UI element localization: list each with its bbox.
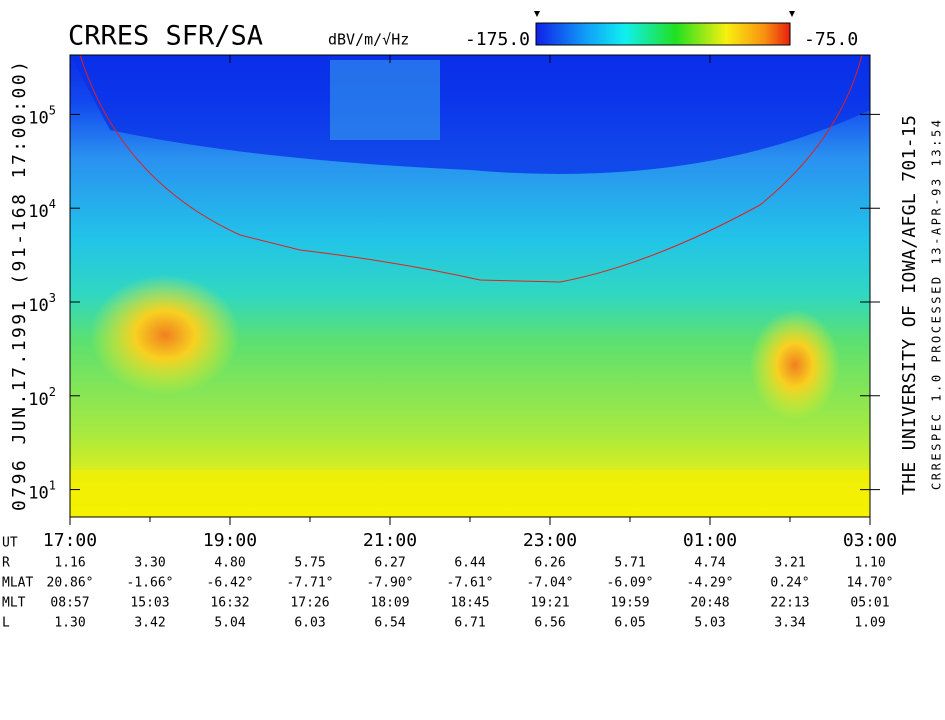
right-label: THE UNIVERSITY OF IOWA/AFGL 701-15 [899, 115, 920, 495]
ephemeris-value: 20:48 [690, 596, 729, 611]
ephemeris-value: 5.71 [614, 556, 645, 571]
ephemeris-value: 5.04 [214, 616, 245, 631]
y-tick-exponent: 5 [49, 103, 56, 117]
colorbar [535, 22, 791, 46]
ephemeris-value: 17:26 [290, 596, 329, 611]
spectrogram [70, 55, 870, 517]
y-tick-label: 103 [28, 290, 56, 316]
ephemeris-value: -1.66° [127, 576, 174, 591]
ephemeris-value: 3.34 [774, 616, 805, 631]
y-tick-label: 101 [28, 478, 56, 504]
ephemeris-value: 05:01 [850, 596, 889, 611]
y-tick-base: 10 [28, 202, 48, 222]
ephemeris-value: -7.04° [527, 576, 574, 591]
ephemeris-value: 15:03 [130, 596, 169, 611]
ephemeris-value: 3.21 [774, 556, 805, 571]
ephemeris-row-label: MLT [2, 596, 26, 611]
ephemeris-value: 4.80 [214, 556, 245, 571]
y-tick-label: 102 [28, 384, 56, 410]
x-tick-label: 01:00 [683, 530, 737, 551]
colorbar-tick-label: -175.0 [465, 29, 530, 50]
ephemeris-value: 20.86° [47, 576, 94, 591]
ephemeris-value: 5.03 [694, 616, 725, 631]
ephemeris-value: 19:59 [610, 596, 649, 611]
ephemeris-value: -7.90° [367, 576, 414, 591]
ephemeris-value: 16:32 [210, 596, 249, 611]
ephemeris-value: 6.05 [614, 616, 645, 631]
chart-title: CRRES SFR/SA [68, 21, 263, 52]
y-tick-base: 10 [28, 390, 48, 410]
ephemeris-value: 14.70° [847, 576, 894, 591]
ephemeris-value: 1.16 [54, 556, 85, 571]
y-tick-exponent: 3 [49, 290, 56, 304]
ephemeris-value: -7.61° [447, 576, 494, 591]
ephemeris-value: 6.26 [534, 556, 565, 571]
y-tick-exponent: 1 [49, 478, 56, 492]
ephemeris-value: 4.74 [694, 556, 725, 571]
ephemeris-row-label: MLAT [2, 576, 33, 591]
ephemeris-value: 6.56 [534, 616, 565, 631]
colorbar-tick-label: -75.0 [804, 29, 858, 50]
ephemeris-value: 5.75 [294, 556, 325, 571]
ephemeris-value: 6.27 [374, 556, 405, 571]
ephemeris-value: 6.71 [454, 616, 485, 631]
ephemeris-value: -6.42° [207, 576, 254, 591]
x-tick-label: 23:00 [523, 530, 577, 551]
right-sublabel: CRRESPEC 1.0 PROCESSED 13-APR-93 13:54 [930, 120, 944, 490]
y-tick-label: 105 [28, 103, 56, 129]
ephemeris-value: 6.03 [294, 616, 325, 631]
x-tick-label: 21:00 [363, 530, 417, 551]
ut-label: UT [2, 536, 18, 551]
ephemeris-value: 1.30 [54, 616, 85, 631]
y-tick-base: 10 [28, 108, 48, 128]
ephemeris-row-label: L [2, 616, 10, 631]
ephemeris-value: 18:09 [370, 596, 409, 611]
ephemeris-row-label: R [2, 556, 10, 571]
y-tick-base: 10 [28, 296, 48, 316]
ephemeris-value: 08:57 [50, 596, 89, 611]
colorbar-label: dBV/m/√Hz [328, 31, 409, 49]
x-tick-label: 17:00 [43, 530, 97, 551]
ephemeris-value: 3.42 [134, 616, 165, 631]
ephemeris-value: 0.24° [770, 576, 809, 591]
colorbar-marker [534, 11, 795, 17]
ephemeris-value: -7.71° [287, 576, 334, 591]
y-tick-base: 10 [28, 484, 48, 504]
y-tick-label: 104 [28, 197, 56, 223]
ephemeris-value: 18:45 [450, 596, 489, 611]
ephemeris-value: -6.09° [607, 576, 654, 591]
ephemeris-value: 19:21 [530, 596, 569, 611]
y-tick-exponent: 4 [49, 197, 56, 211]
y-tick-exponent: 2 [49, 384, 56, 398]
ephemeris-value: 6.44 [454, 556, 485, 571]
ephemeris-value: -4.29° [687, 576, 734, 591]
ephemeris-value: 1.09 [854, 616, 885, 631]
ephemeris-value: 3.30 [134, 556, 165, 571]
x-tick-label: 19:00 [203, 530, 257, 551]
ephemeris-value: 1.10 [854, 556, 885, 571]
left-label: 0796 JUN.17.1991 (91-168 17:00:00) [9, 61, 30, 511]
ephemeris-value: 6.54 [374, 616, 405, 631]
ephemeris-value: 22:13 [770, 596, 809, 611]
x-tick-label: 03:00 [843, 530, 897, 551]
